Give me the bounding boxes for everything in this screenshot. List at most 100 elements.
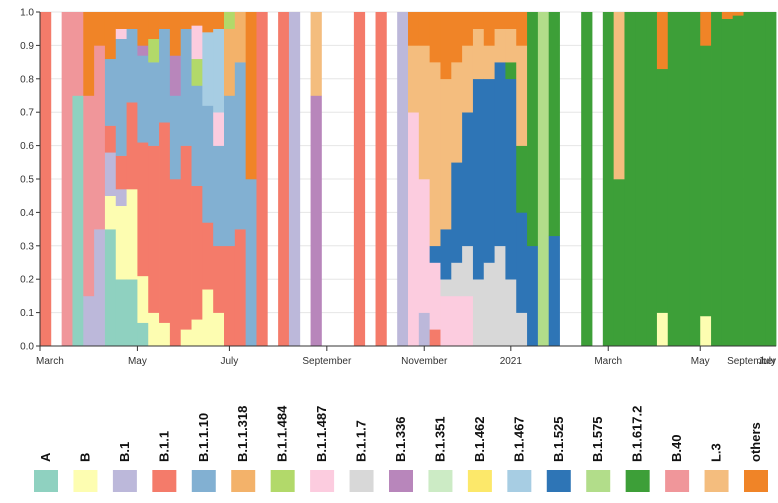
bar-segment-b-1-525 [483,78,495,263]
x-tick-label: September [727,356,777,367]
y-tick-label: 0.3 [20,241,34,252]
bar-segment-b-1-617-2 [635,12,647,347]
bar-segment-b-1-1-10 [115,38,127,156]
bar-segment-b-1-1 [202,222,214,290]
bar-segment-b-1-617-2 [678,12,690,347]
bar-segment-b-1-617-2 [711,12,723,347]
bar-segment-b-1-1-10 [169,95,182,180]
legend-swatch-b-1-575 [586,470,611,492]
bar-segment-b-40 [83,95,95,297]
bar-segment-b-1-1-484 [148,38,160,63]
legend-swatch-b-1-525 [546,470,571,492]
legend-label-b-40: B.40 [669,435,684,462]
bar-segment-b-1-617-2 [613,179,625,347]
x-tick-label: September [302,356,352,367]
legend-label-b-1-462: B.1.462 [472,416,487,462]
bar-segment-others [494,12,506,29]
bar-segment-b-1-1 [148,145,160,313]
bar-segment-others [462,12,474,46]
legend-label-b-1-1-484: B.1.1.484 [275,405,290,462]
bar-segment-b-1-1-10 [180,28,192,146]
bar-segment-others [516,12,528,46]
bar-segment-b [126,189,138,280]
bar-segment-b-1-1-487 [462,295,474,347]
bar-segment-others [159,12,171,29]
bar-segment-b-1-1-484 [191,58,203,86]
stacked-bars [40,12,777,347]
bar-segment-b-1-617-2 [721,18,734,347]
bar-segment-b-1-1-487 [440,295,452,347]
bar-segment-others [213,12,225,29]
bar-segment-b-1-1-10 [245,179,257,347]
bar-segment-b-1-1 [115,155,127,190]
legend-label-b-1-617-2: B.1.617.2 [630,406,645,462]
legend-swatch-b-1-1-318 [231,470,256,492]
bar-segment-b-1-1-10 [148,62,160,146]
bar-segment-others [505,12,517,29]
bar-segment-b-1-617-2 [743,12,755,347]
bar-segment-l-3 [462,45,474,113]
bar-segment-b-40 [61,12,73,347]
bar-segment-b-1-336 [169,55,182,96]
bar-segment-b [213,312,225,347]
bar-segment-b-1-617-2 [732,15,744,347]
bar-segment-others [483,12,495,46]
bar-segment-l-3 [429,62,441,247]
x-tick-label: July [758,356,776,367]
bar-segment-b-1-617-2 [754,12,766,347]
bar-segment-b-1-617-2 [765,12,777,347]
bar-segment-l-3 [310,12,322,96]
bar-segment-b-1-1-7 [483,262,495,347]
bar-segment-b-1-525 [451,162,463,263]
y-tick-label: 1.0 [20,8,34,19]
legend-swatch-l-3 [704,470,729,492]
legend-swatch-b-1-1-484 [270,470,295,492]
bar-segment-others [700,12,712,46]
bar-segment-b [137,275,149,323]
x-axis-ticks: March May July September November 2021 March Ma… [36,346,777,367]
x-tick-label: November [401,356,448,367]
bar-segment-b-1-1 [40,12,52,347]
bar-segment-b-1 [418,312,431,347]
bar-segment-b-1-1 [234,229,247,347]
bar-segment-b-1-1-10 [224,95,236,247]
bar-segment-b-1-1-10 [191,85,203,186]
legend-swatch-b-1-1-487 [310,470,335,492]
bar-segment-others [169,12,182,56]
bar-segment-others [408,12,420,46]
bar-segment-b-1-1 [104,125,117,153]
bar-segment-b-1-617-2 [548,12,560,237]
bar-segment-others [83,12,95,96]
legend-label-b-1-467: B.1.467 [511,416,526,462]
bar-segment-b-1-1-10 [137,55,149,143]
bar-segment-b [159,322,171,347]
y-tick-label: 0.2 [20,275,34,286]
bar-segment-b-1-1-7 [462,245,474,297]
bar-segment-b-40 [72,12,84,96]
bar-segment-b-1 [397,12,409,347]
bar-segment-b-1-467 [213,28,225,113]
bar-segment-others [245,12,257,180]
bar-segment-b-1-525 [429,245,441,263]
bar-segment-b-1-1-10 [159,28,171,123]
x-tick-label: March [594,356,622,367]
legend-swatch-b-1-351 [428,470,453,492]
x-tick-label: July [221,356,239,367]
bar-segment-l-3 [451,62,463,163]
bar-segment-others [418,12,431,46]
legend-label-b-1-1: B.1.1 [156,431,171,462]
bar-segment-b [180,329,192,347]
legend-swatch-b-1-1-7 [349,470,374,492]
bar-segment-l-3 [505,28,517,63]
legend-label-b-1-1-10: B.1.1.10 [196,413,211,462]
bar-segment-b-1-1-10 [126,28,138,103]
bar-segment-b [191,319,203,347]
legend-swatch-b [73,470,98,492]
bar-segment-b [148,312,160,347]
bar-segment-a [115,279,127,347]
bar-segment-b-1-1 [353,12,366,347]
bar-segment-others [104,12,117,60]
legend-swatch-b-1-462 [467,470,492,492]
bar-segment-b-1 [115,189,127,207]
bar-segment-l-3 [408,45,420,113]
